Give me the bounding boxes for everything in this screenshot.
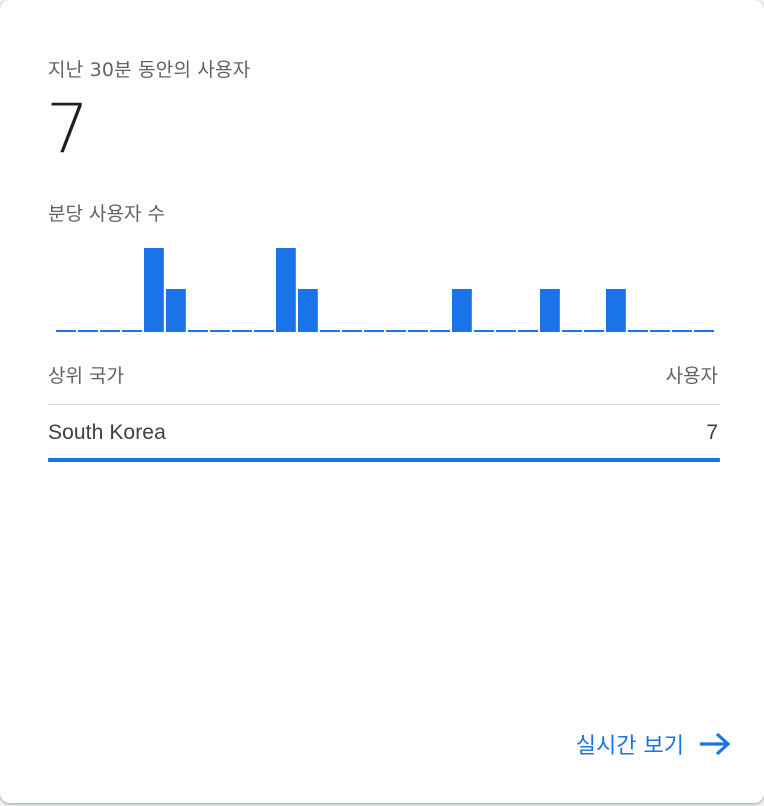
chart-bar-zero[interactable] (188, 330, 208, 332)
chart-bar-zero[interactable] (232, 330, 252, 332)
table-row[interactable]: South Korea 7 (48, 406, 720, 462)
view-realtime-link[interactable]: 실시간 보기 (576, 728, 732, 760)
chart-bar[interactable] (166, 289, 186, 332)
table-header-country: 상위 국가 (48, 365, 124, 387)
table-header-users: 사용자 (665, 365, 718, 387)
chart-bar[interactable] (276, 248, 296, 332)
chart-bar-zero[interactable] (474, 330, 494, 332)
chart-bar-zero[interactable] (408, 330, 428, 332)
chart-bar-zero[interactable] (364, 330, 384, 332)
chart-bar-zero[interactable] (628, 330, 648, 332)
chart-bar-zero[interactable] (672, 330, 692, 332)
chart-bar-zero[interactable] (210, 330, 230, 332)
view-realtime-label: 실시간 보기 (575, 734, 684, 759)
chart-bar-zero[interactable] (56, 330, 76, 332)
chart-bar[interactable] (452, 289, 472, 332)
chart-bar[interactable] (298, 289, 318, 332)
chart-bar-zero[interactable] (584, 330, 604, 332)
chart-bar[interactable] (606, 289, 626, 332)
chart-bar-zero[interactable] (650, 330, 670, 332)
chart-bar-zero[interactable] (342, 330, 362, 332)
metric-value: 7 (46, 90, 90, 169)
chart-bar-zero[interactable] (518, 330, 538, 332)
table-divider (48, 404, 720, 405)
chart-bar-zero[interactable] (100, 330, 120, 332)
row-country: South Korea (48, 421, 166, 444)
metric-label: 지난 30분 동안의 사용자 (48, 59, 251, 81)
chart-bar[interactable] (144, 248, 164, 332)
chart-bar-zero[interactable] (430, 330, 450, 332)
row-share-bar (48, 458, 720, 462)
row-users-value: 7 (706, 421, 718, 444)
chart-bar-zero[interactable] (320, 330, 340, 332)
chart-bar-zero[interactable] (254, 330, 274, 332)
chart-bar-zero[interactable] (78, 330, 98, 332)
chart-label: 분당 사용자 수 (48, 203, 165, 225)
chart-bar-zero[interactable] (694, 330, 714, 332)
users-per-minute-chart (56, 248, 714, 332)
chart-bar[interactable] (540, 289, 560, 332)
chart-bar-zero[interactable] (496, 330, 516, 332)
arrow-right-icon (698, 731, 732, 757)
chart-bar-zero[interactable] (122, 330, 142, 332)
chart-bar-zero[interactable] (562, 330, 582, 332)
chart-bar-zero[interactable] (386, 330, 406, 332)
